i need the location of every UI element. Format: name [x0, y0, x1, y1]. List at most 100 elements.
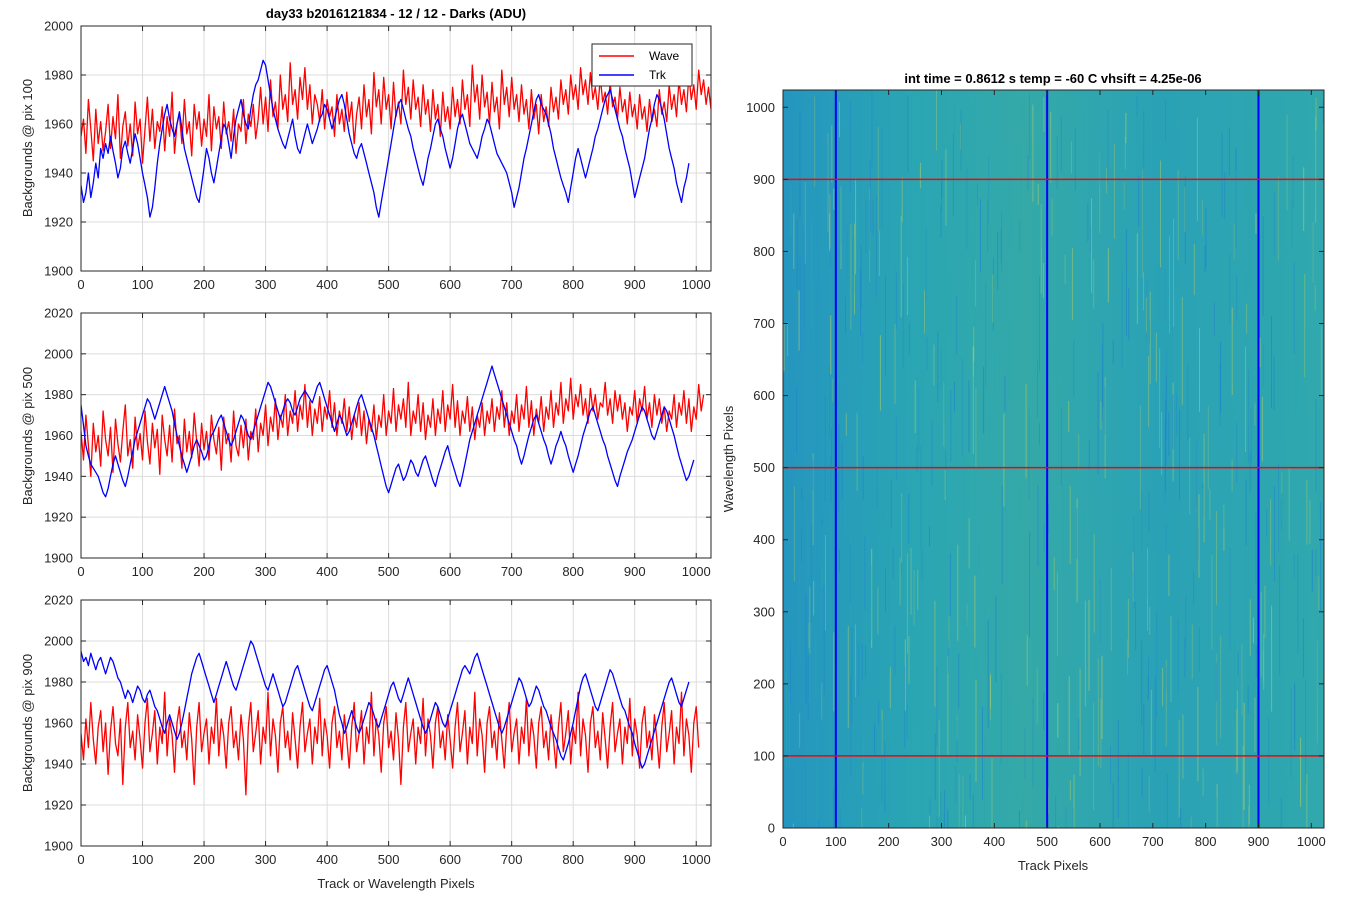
x-tick-label: 700 — [501, 277, 523, 292]
y-tick-label: 2000 — [44, 19, 73, 34]
x-tick-label: 300 — [255, 277, 277, 292]
grid-lines — [80, 25, 711, 272]
x-tick-label: 100 — [132, 852, 154, 867]
y-axis-label: Backgrounds @ pix 500 — [20, 367, 35, 505]
marker-lines — [783, 90, 1324, 828]
x-axis-label: Track or Wavelength Pixels — [317, 876, 475, 891]
x-tick-label: 100 — [825, 834, 847, 849]
legend-box — [591, 43, 693, 87]
tick-marks: 0 100 200 300 400 500 600 700 800 900 1000 1900 1920… — [44, 593, 711, 867]
y-tick-label: 1900 — [44, 551, 73, 566]
x-tick-label: 800 — [562, 277, 584, 292]
x-tick-label: 100 — [132, 277, 154, 292]
x-tick-label: 800 — [1195, 834, 1217, 849]
y-tick-label: 1920 — [44, 510, 73, 525]
y-tick-label: 1920 — [44, 798, 73, 813]
x-tick-label: 800 — [562, 852, 584, 867]
x-tick-label: 900 — [624, 277, 646, 292]
x-tick-label: 200 — [193, 852, 215, 867]
tick-marks: 0 100 200 300 400 500 600 700 800 900 1000 1900 1920… — [44, 19, 711, 292]
image-background — [783, 90, 1324, 828]
x-tick-label: 200 — [878, 834, 900, 849]
y-tick-label: 800 — [753, 244, 775, 259]
subplot-dark-image: 0 100 200 300 400 500 600 700 800 900 1000 0 100 200 3… — [721, 71, 1326, 873]
legend: Wave Trk — [591, 43, 693, 87]
x-tick-label: 500 — [378, 564, 400, 579]
series-group — [81, 365, 705, 498]
series-line-wave — [81, 691, 700, 796]
y-axis-label: Backgrounds @ pix 100 — [20, 79, 35, 217]
subplot-pix-900: 0 100 200 300 400 500 600 700 800 900 1000 1900 1920… — [20, 593, 712, 891]
x-tick-label: 500 — [378, 277, 400, 292]
x-tick-label: 300 — [255, 564, 277, 579]
y-axis-label: Wavelength Pixels — [721, 405, 736, 512]
subplot-pix-500: 0 100 200 300 400 500 600 700 800 900 1000 1900 1920… — [20, 306, 712, 579]
x-tick-label: 500 — [378, 852, 400, 867]
series-line-wave — [81, 377, 705, 477]
x-tick-label: 200 — [193, 277, 215, 292]
x-tick-label: 700 — [501, 852, 523, 867]
subplot-pix-100: 0 100 200 300 400 500 600 700 800 900 1000 1900 1920… — [20, 6, 712, 292]
image-texture — [783, 90, 1324, 828]
y-tick-label: 1940 — [44, 757, 73, 772]
x-axis-label: Track Pixels — [1018, 858, 1089, 873]
axes-box — [782, 89, 1325, 829]
x-tick-label: 0 — [779, 834, 786, 849]
x-tick-label: 0 — [77, 277, 84, 292]
y-tick-label: 1000 — [746, 100, 775, 115]
x-tick-label: 300 — [931, 834, 953, 849]
y-tick-label: 2020 — [44, 593, 73, 608]
x-tick-label: 600 — [1089, 834, 1111, 849]
x-tick-label: 400 — [983, 834, 1005, 849]
y-tick-label: 1980 — [44, 387, 73, 402]
y-tick-label: 500 — [753, 460, 775, 475]
y-tick-label: 300 — [753, 604, 775, 619]
x-tick-label: 900 — [624, 852, 646, 867]
x-tick-label: 600 — [439, 277, 461, 292]
y-tick-label: 700 — [753, 316, 775, 331]
y-tick-label: 1900 — [44, 264, 73, 279]
y-tick-label: 1960 — [44, 716, 73, 731]
y-tick-label: 200 — [753, 676, 775, 691]
y-tick-label: 2000 — [44, 634, 73, 649]
y-tick-label: 600 — [753, 388, 775, 403]
tick-marks: 0 100 200 300 400 500 600 700 800 900 1000 1900 1920… — [44, 306, 711, 579]
y-tick-label: 1940 — [44, 166, 73, 181]
series-group — [81, 640, 700, 796]
x-tick-label: 600 — [439, 564, 461, 579]
figure-title: day33 b2016121834 - 12 / 12 - Darks (ADU… — [266, 6, 526, 21]
axes-box — [80, 25, 712, 272]
y-tick-label: 100 — [753, 748, 775, 763]
x-tick-label: 800 — [562, 564, 584, 579]
y-tick-label: 1920 — [44, 215, 73, 230]
x-tick-label: 700 — [1142, 834, 1164, 849]
y-tick-label: 1980 — [44, 675, 73, 690]
x-tick-label: 1000 — [1297, 834, 1326, 849]
legend-label-wave: Wave — [649, 49, 680, 63]
x-tick-label: 1000 — [682, 564, 711, 579]
x-tick-label: 200 — [193, 564, 215, 579]
x-tick-label: 400 — [316, 852, 338, 867]
x-tick-label: 0 — [77, 564, 84, 579]
y-tick-label: 900 — [753, 172, 775, 187]
x-tick-label: 1000 — [682, 852, 711, 867]
x-tick-label: 100 — [132, 564, 154, 579]
y-tick-label: 1960 — [44, 428, 73, 443]
y-axis-label: Backgrounds @ pix 900 — [20, 654, 35, 792]
x-tick-label: 900 — [1248, 834, 1270, 849]
y-tick-label: 400 — [753, 532, 775, 547]
image-title: int time = 0.8612 s temp = -60 C vhsift … — [904, 71, 1201, 86]
y-tick-label: 1960 — [44, 117, 73, 132]
tick-marks: 0 100 200 300 400 500 600 700 800 900 1000 0 100 200 3… — [746, 90, 1326, 849]
y-tick-label: 0 — [768, 821, 775, 836]
x-tick-label: 900 — [624, 564, 646, 579]
y-tick-label: 1980 — [44, 68, 73, 83]
y-tick-label: 1900 — [44, 839, 73, 854]
x-tick-label: 500 — [1036, 834, 1058, 849]
x-tick-label: 300 — [255, 852, 277, 867]
x-tick-label: 600 — [439, 852, 461, 867]
series-line-trk — [81, 640, 690, 769]
x-tick-label: 400 — [316, 564, 338, 579]
